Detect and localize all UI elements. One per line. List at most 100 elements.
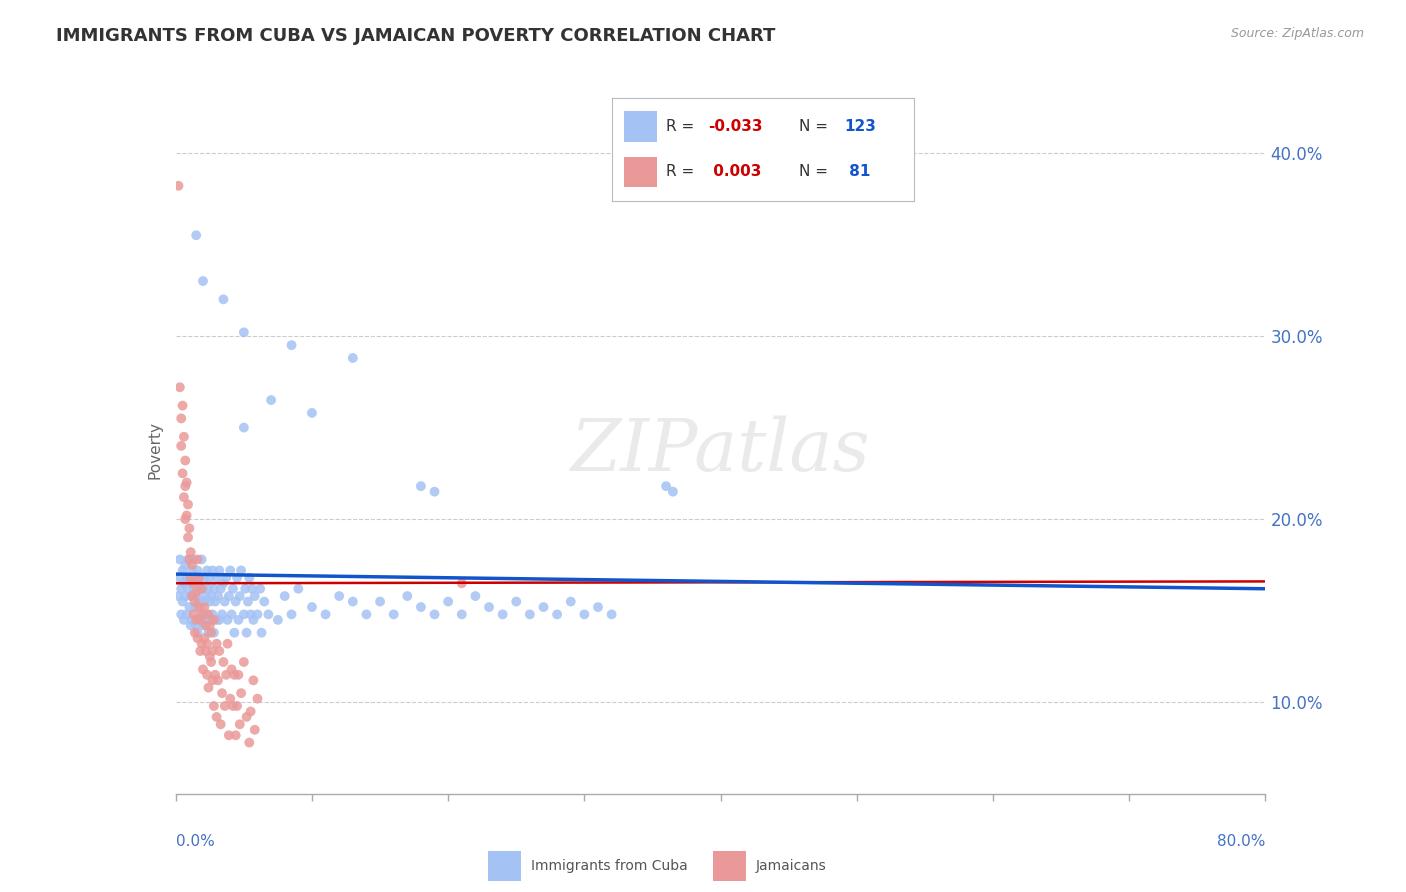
Point [195, 607, 218, 622]
Point [242, 673, 264, 688]
Point [195, 563, 218, 577]
Point [249, 582, 271, 596]
Point [176, 571, 198, 585]
Point [202, 625, 225, 640]
Point [239, 607, 262, 622]
Point [215, 668, 238, 682]
Point [180, 545, 202, 559]
Point [478, 600, 501, 615]
Point [169, 552, 191, 566]
Point [208, 613, 231, 627]
Point [232, 655, 254, 669]
Point [231, 563, 253, 577]
Point [235, 625, 257, 640]
Point [209, 582, 232, 596]
Point [328, 589, 350, 603]
Point [169, 571, 191, 585]
Point [586, 600, 609, 615]
Point [186, 589, 208, 603]
Point [221, 607, 243, 622]
Point [172, 399, 194, 413]
Point [186, 563, 209, 577]
Point [184, 571, 207, 585]
Point [200, 625, 222, 640]
Point [201, 563, 224, 577]
Point [172, 563, 194, 577]
Point [180, 618, 202, 632]
Point [177, 498, 200, 512]
Point [217, 613, 239, 627]
Text: N =: N = [799, 120, 828, 135]
Bar [713, 851, 747, 881]
Point [238, 736, 260, 750]
Point [546, 607, 568, 622]
Point [183, 552, 205, 566]
Point [197, 681, 219, 695]
Point [492, 607, 515, 622]
Point [186, 552, 209, 566]
Point [179, 521, 201, 535]
Point [224, 625, 246, 640]
Point [184, 600, 207, 615]
Text: Source: ZipAtlas.com: Source: ZipAtlas.com [1230, 27, 1364, 40]
Text: R =: R = [666, 164, 695, 179]
Point [450, 607, 472, 622]
Text: IMMIGRANTS FROM CUBA VS JAMAICAN POVERTY CORRELATION CHART: IMMIGRANTS FROM CUBA VS JAMAICAN POVERTY… [56, 27, 776, 45]
Bar [624, 157, 657, 187]
Text: 0.0%: 0.0% [176, 834, 215, 849]
Point [356, 607, 378, 622]
Text: 123: 123 [845, 120, 876, 135]
Point [194, 644, 217, 658]
Point [231, 686, 253, 700]
Point [267, 613, 290, 627]
Point [232, 607, 254, 622]
Point [205, 571, 228, 585]
Point [176, 508, 198, 523]
Point [519, 607, 541, 622]
Point [198, 594, 221, 608]
Point [204, 594, 226, 608]
Point [205, 613, 228, 627]
Point [214, 594, 236, 608]
Point [191, 274, 214, 288]
Point [239, 705, 262, 719]
Point [187, 571, 209, 585]
Point [173, 430, 195, 444]
Point [193, 594, 215, 608]
Point [197, 607, 219, 622]
Point [197, 625, 219, 640]
Point [662, 484, 685, 499]
Point [180, 571, 202, 585]
Point [205, 710, 228, 724]
Point [198, 571, 221, 585]
Point [225, 728, 247, 742]
Point [229, 717, 252, 731]
Point [423, 607, 446, 622]
Point [315, 607, 337, 622]
Point [228, 613, 250, 627]
Point [187, 571, 209, 585]
Point [211, 686, 233, 700]
Point [183, 582, 205, 596]
Point [243, 589, 266, 603]
Point [342, 351, 364, 365]
Text: 81: 81 [845, 164, 870, 179]
Point [174, 479, 197, 493]
Point [212, 655, 235, 669]
Point [221, 662, 243, 676]
Point [177, 552, 200, 566]
Point [201, 607, 224, 622]
Point [202, 698, 225, 713]
Point [226, 571, 249, 585]
Point [505, 594, 527, 608]
Point [177, 531, 200, 545]
Point [188, 644, 211, 658]
Point [250, 625, 273, 640]
Point [188, 613, 211, 627]
Point [167, 589, 190, 603]
Point [186, 613, 208, 627]
Point [181, 563, 204, 577]
Y-axis label: Poverty: Poverty [148, 421, 163, 480]
Point [238, 571, 260, 585]
Point [172, 467, 194, 481]
